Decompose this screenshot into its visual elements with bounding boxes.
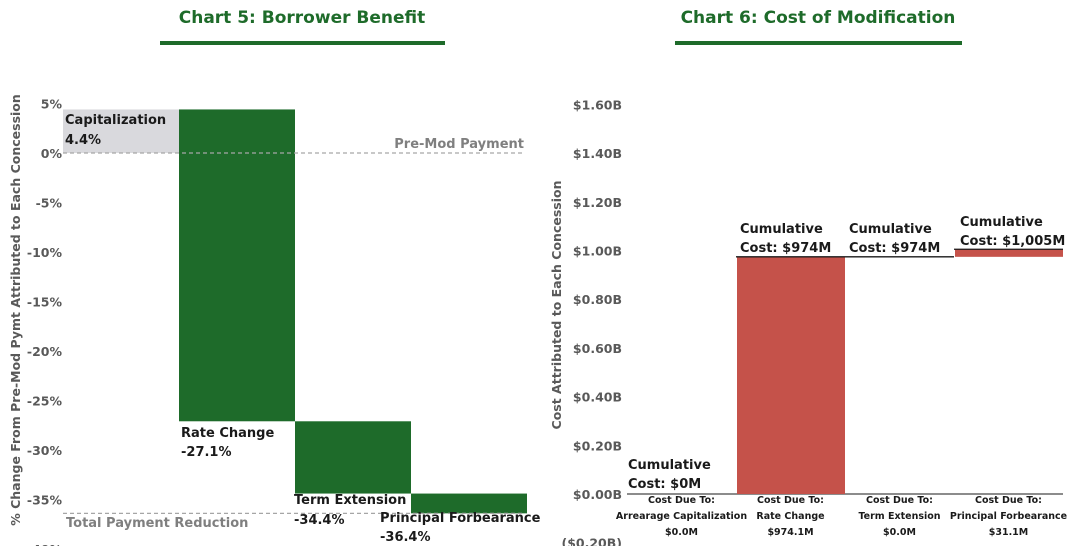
chart6-category-name: Arrearage Capitalization bbox=[616, 511, 747, 522]
chart6-title-rule bbox=[675, 41, 962, 45]
chart6-category-label: Cost Due To: bbox=[866, 495, 933, 506]
chart6-category-label: Cost Due To: bbox=[757, 495, 824, 506]
chart6-category-value: $31.1M bbox=[989, 527, 1029, 538]
chart5-y-axis-label: % Change From Pre-Mod Pymt Attributed to… bbox=[8, 94, 23, 526]
chart5-step-name: Capitalization bbox=[65, 113, 166, 128]
chart6-y-axis-label: Cost Attributed to Each Concession bbox=[549, 181, 564, 430]
chart5-y-tick-label: -10% bbox=[27, 245, 63, 260]
chart6-cumulative-value: Cost: $974M bbox=[849, 241, 940, 256]
chart6-y-tick-label: $0.80B bbox=[573, 292, 622, 307]
chart6-cumulative-value: Cost: $0M bbox=[628, 477, 701, 492]
chart5-bar bbox=[63, 109, 179, 153]
chart6-bar bbox=[955, 249, 1063, 257]
chart5-title: Chart 5: Borrower Benefit bbox=[178, 8, 426, 28]
chart5-y-tick-label: -20% bbox=[27, 344, 63, 359]
chart6-y-tick-label: $1.00B bbox=[573, 244, 622, 259]
chart6-category-value: $0.0M bbox=[665, 527, 698, 538]
chart5-total-reduction-label: Total Payment Reduction bbox=[66, 516, 248, 531]
chart5-title-rule bbox=[160, 41, 445, 45]
chart6-category-label: Cost Due To: bbox=[975, 495, 1042, 506]
chart6-title: Chart 6: Cost of Modification bbox=[680, 8, 956, 28]
chart6-cumulative-value: Cost: $1,005M bbox=[960, 234, 1065, 249]
chart5-y-tick-label: 5% bbox=[41, 97, 63, 112]
chart5-bar bbox=[179, 109, 295, 422]
chart6-y-tick-label: $0.60B bbox=[573, 341, 622, 356]
chart6-y-tick-label: $1.20B bbox=[573, 195, 622, 210]
chart5-step-value: -34.4% bbox=[294, 513, 345, 528]
chart6-y-tick-label: $0.00B bbox=[573, 487, 622, 502]
chart6-category-name: Principal Forbearance bbox=[950, 511, 1067, 522]
chart6-bar bbox=[737, 256, 845, 494]
chart5-bar bbox=[295, 421, 411, 494]
chart6-category-value: $0.0M bbox=[883, 527, 916, 538]
chart5-step-name: Principal Forbearance bbox=[380, 511, 541, 526]
chart5-y-tick-label: 0% bbox=[41, 146, 63, 161]
chart6-y-tick-label: $0.40B bbox=[573, 390, 622, 405]
chart5-step-value: -36.4% bbox=[380, 530, 431, 545]
chart5-pre-mod-label: Pre-Mod Payment bbox=[394, 137, 524, 152]
chart6-y-tick-label: $1.40B bbox=[573, 146, 622, 161]
chart5-y-tick-label: -40% bbox=[27, 542, 63, 546]
chart6-cumulative-label: Cumulative bbox=[960, 215, 1043, 230]
chart6-y-tick-label: $0.20B bbox=[573, 438, 622, 453]
chart5-step-name: Rate Change bbox=[181, 426, 274, 441]
chart5-y-tick-label: -5% bbox=[36, 196, 63, 211]
chart5-step-value: 4.4% bbox=[65, 133, 101, 148]
chart6-y-tick-label: ($0.20B) bbox=[562, 536, 623, 546]
chart6-category-name: Rate Change bbox=[756, 511, 824, 522]
chart6-category-value: $974.1M bbox=[767, 527, 813, 538]
chart6-category-name: Term Extension bbox=[858, 511, 940, 522]
chart6-cumulative-label: Cumulative bbox=[849, 222, 932, 237]
chart5-bar bbox=[411, 493, 527, 514]
chart6-cumulative-label: Cumulative bbox=[740, 222, 823, 237]
chart5-y-tick-label: -25% bbox=[27, 394, 63, 409]
chart5-y-tick-label: -15% bbox=[27, 295, 63, 310]
chart5-y-tick-label: -30% bbox=[27, 443, 63, 458]
chart6-cumulative-value: Cost: $974M bbox=[740, 241, 831, 256]
chart6-y-tick-label: $1.60B bbox=[573, 97, 622, 112]
chart5-step-value: -27.1% bbox=[181, 445, 232, 460]
chart5-y-tick-label: -35% bbox=[27, 493, 63, 508]
chart6-category-label: Cost Due To: bbox=[648, 495, 715, 506]
chart5-step-name: Term Extension bbox=[294, 493, 406, 508]
chart6-cumulative-label: Cumulative bbox=[628, 458, 711, 473]
